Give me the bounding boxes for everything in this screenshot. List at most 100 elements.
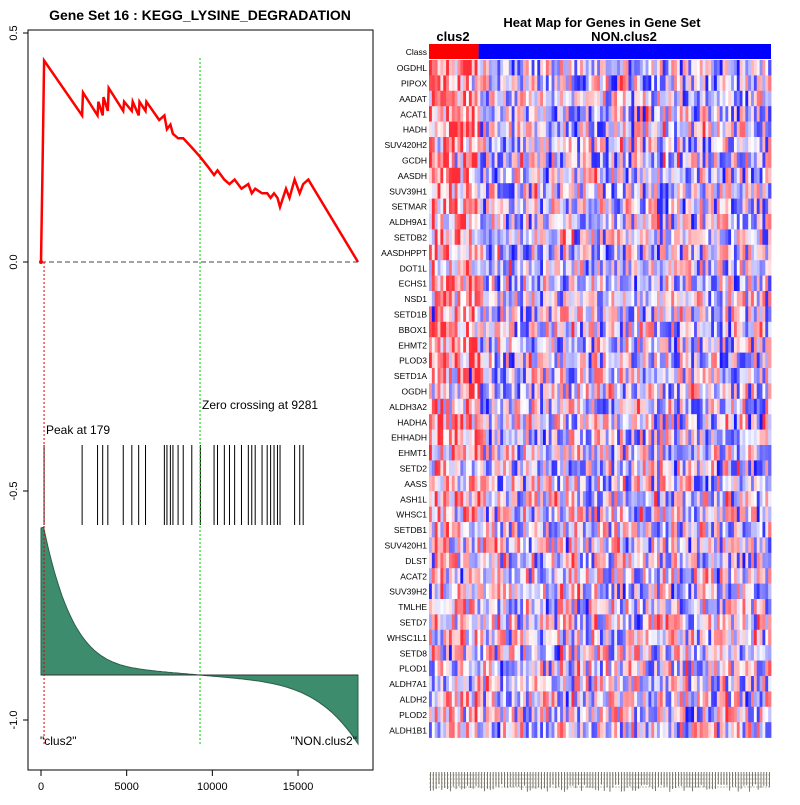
heatmap-cell xyxy=(480,645,483,661)
heatmap-cell xyxy=(580,661,583,677)
heatmap-cell xyxy=(577,383,580,399)
heatmap-cell xyxy=(486,168,489,184)
heatmap-cell xyxy=(700,199,703,215)
heatmap-cell xyxy=(577,337,580,353)
heatmap-cell xyxy=(589,260,592,276)
heatmap-cell xyxy=(583,676,586,692)
heatmap-cell xyxy=(751,276,754,292)
heatmap-cell xyxy=(700,91,703,107)
heatmap-cell xyxy=(697,168,700,184)
heatmap-cell xyxy=(671,337,674,353)
heatmap-cell xyxy=(532,168,535,184)
heatmap-cell xyxy=(440,430,443,446)
heatmap-cell xyxy=(489,614,492,630)
heatmap-cell xyxy=(634,229,637,245)
heatmap-cell xyxy=(765,599,768,615)
heatmap-cell xyxy=(614,599,617,615)
heatmap-cell xyxy=(438,322,441,338)
heatmap-cell xyxy=(572,260,575,276)
heatmap-cell xyxy=(728,122,731,138)
heatmap-cell xyxy=(591,399,594,415)
left-class-label: "clus2" xyxy=(40,734,77,748)
heatmap-cell xyxy=(674,399,677,415)
heatmap-cell xyxy=(509,584,512,600)
heatmap-cell xyxy=(760,614,763,630)
heatmap-cell xyxy=(554,91,557,107)
heatmap-cell xyxy=(743,383,746,399)
heatmap-cell xyxy=(620,414,623,430)
heatmap-cell xyxy=(589,75,592,91)
heatmap-cell xyxy=(620,445,623,461)
heatmap-cell xyxy=(745,460,748,476)
heatmap-cell xyxy=(725,645,728,661)
heatmap-cell xyxy=(603,676,606,692)
heatmap-cell xyxy=(745,630,748,646)
heatmap-cell xyxy=(600,630,603,646)
heatmap-cell xyxy=(486,568,489,584)
heatmap-cell xyxy=(728,522,731,538)
heatmap-cell xyxy=(768,152,771,168)
heatmap-cell xyxy=(583,168,586,184)
heatmap-cell xyxy=(540,445,543,461)
heatmap-cell xyxy=(523,322,526,338)
heatmap-cell xyxy=(569,245,572,261)
heatmap-cell xyxy=(480,614,483,630)
heatmap-cell xyxy=(500,599,503,615)
heatmap-cell xyxy=(683,383,686,399)
heatmap-cell xyxy=(552,568,555,584)
heatmap-cell xyxy=(765,537,768,553)
heatmap-cell xyxy=(580,553,583,569)
heatmap-cell xyxy=(569,568,572,584)
heatmap-cell xyxy=(623,430,626,446)
heatmap-cell xyxy=(526,630,529,646)
heatmap-cell xyxy=(529,122,532,138)
heatmap-cell xyxy=(586,661,589,677)
heatmap-cell xyxy=(455,291,458,307)
heatmap-cell xyxy=(614,368,617,384)
heatmap-cell xyxy=(600,183,603,199)
heatmap-cell xyxy=(483,476,486,492)
heatmap-cell xyxy=(577,414,580,430)
heatmap-cell xyxy=(765,614,768,630)
heatmap-cell xyxy=(509,445,512,461)
heatmap-cell xyxy=(711,91,714,107)
heatmap-cell xyxy=(594,60,597,76)
heatmap-cell xyxy=(748,430,751,446)
heatmap-cell xyxy=(606,291,609,307)
heatmap-cell xyxy=(458,260,461,276)
heatmap-cell xyxy=(554,630,557,646)
heatmap-cell xyxy=(486,291,489,307)
heatmap-cell xyxy=(600,599,603,615)
heatmap-cell xyxy=(648,522,651,538)
heatmap-cell xyxy=(495,322,498,338)
heatmap-cell xyxy=(611,291,614,307)
heatmap-cell xyxy=(751,353,754,369)
heatmap-cell xyxy=(700,276,703,292)
heatmap-cell xyxy=(637,522,640,538)
heatmap-cell xyxy=(634,137,637,153)
heatmap-cell xyxy=(563,445,566,461)
heatmap-cell xyxy=(520,430,523,446)
heatmap-cell xyxy=(552,152,555,168)
heatmap-cell xyxy=(686,645,689,661)
heatmap-cell xyxy=(435,337,438,353)
heatmap-cell xyxy=(475,122,478,138)
heatmap-cell xyxy=(762,383,765,399)
heatmap-cell xyxy=(546,214,549,230)
heatmap-cell xyxy=(629,199,632,215)
heatmap-cell xyxy=(557,430,560,446)
heatmap-cell xyxy=(745,91,748,107)
heatmap-cell xyxy=(600,661,603,677)
heatmap-cell xyxy=(532,430,535,446)
heatmap-cell xyxy=(563,137,566,153)
heatmap-cell xyxy=(720,645,723,661)
heatmap-cell xyxy=(506,337,509,353)
heatmap-cell xyxy=(683,152,686,168)
heatmap-cell xyxy=(668,291,671,307)
heatmap-cell xyxy=(520,445,523,461)
heatmap-cell xyxy=(663,630,666,646)
heatmap-cell xyxy=(611,337,614,353)
heatmap-cell xyxy=(671,306,674,322)
heatmap-cell xyxy=(503,522,506,538)
heatmap-cell xyxy=(572,630,575,646)
